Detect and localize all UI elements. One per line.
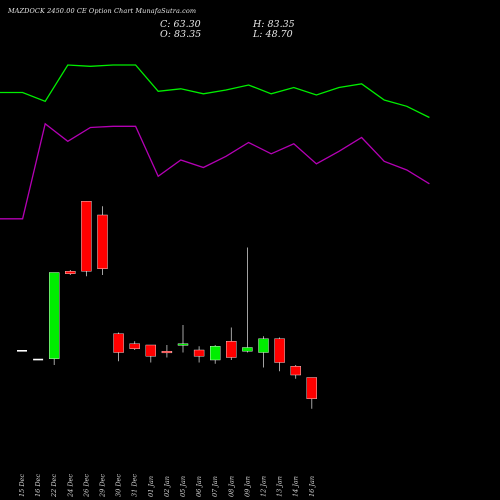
x-tick-label: 01 Jan bbox=[147, 476, 155, 497]
candle-body bbox=[161, 351, 173, 354]
x-tick-label: 30 Dec bbox=[115, 474, 123, 497]
candle-body bbox=[113, 333, 124, 353]
candle-body bbox=[177, 343, 189, 346]
high-value: H: 83.35 bbox=[253, 19, 295, 30]
candle-body bbox=[33, 358, 44, 361]
candle-body bbox=[145, 344, 157, 357]
x-tick-label: 29 Dec bbox=[99, 474, 107, 498]
x-tick-label: 09 Jan bbox=[243, 476, 251, 497]
candle-body bbox=[306, 377, 317, 399]
candle-body bbox=[290, 366, 301, 376]
candle-body bbox=[209, 346, 221, 361]
close-value: C: 63.30 bbox=[160, 19, 201, 30]
candle-body bbox=[258, 338, 269, 353]
x-tick-label: 08 Jan bbox=[227, 476, 235, 497]
candle-body bbox=[193, 349, 205, 357]
candle-body bbox=[17, 350, 27, 352]
x-tick-label: 13 Jan bbox=[276, 476, 284, 497]
x-tick-label: 06 Jan bbox=[195, 476, 203, 497]
candle-body bbox=[242, 347, 253, 352]
candle-body bbox=[65, 271, 76, 274]
chart-title: MAZDOCK 2450.00 CE Option Chart MunafaSu… bbox=[8, 7, 197, 15]
x-tick-label: 02 Jan bbox=[163, 476, 171, 497]
open-value: O: 83.35 bbox=[160, 29, 202, 40]
x-tick-label: 26 Dec bbox=[82, 474, 90, 498]
x-tick-label: 07 Jan bbox=[211, 476, 219, 497]
candle-body bbox=[81, 201, 92, 272]
x-tick-label: 14 Jan bbox=[292, 476, 300, 497]
x-tick-label: 12 Jan bbox=[260, 476, 268, 497]
overlay-line-upper bbox=[0, 64, 430, 119]
candle-body bbox=[49, 272, 60, 359]
overlay-line-lower bbox=[0, 122, 430, 220]
candle-body bbox=[274, 338, 285, 363]
x-tick-label: 05 Jan bbox=[179, 476, 187, 497]
x-tick-label: 15 Dec bbox=[18, 474, 26, 497]
candle-body bbox=[97, 214, 108, 269]
low-value: L: 48.70 bbox=[253, 29, 293, 40]
candle-body bbox=[129, 343, 140, 349]
x-tick-label: 16 Jan bbox=[308, 476, 316, 497]
x-tick-label: 16 Dec bbox=[34, 474, 42, 497]
candle-body bbox=[226, 341, 237, 358]
x-tick-label: 24 Dec bbox=[66, 474, 74, 498]
x-tick-label: 22 Dec bbox=[50, 474, 58, 498]
x-tick-label: 31 Dec bbox=[131, 474, 139, 497]
